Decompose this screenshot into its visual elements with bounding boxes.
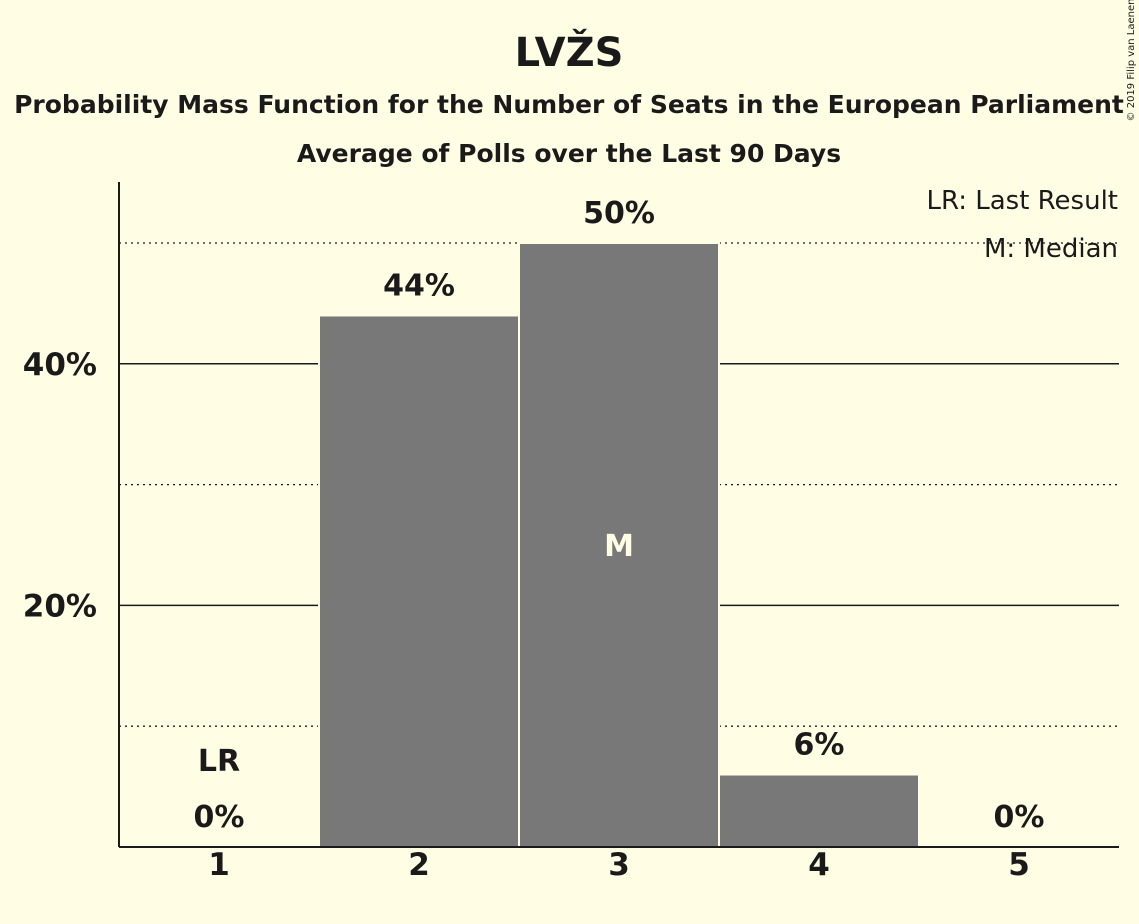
axes: 20% 40% 1 2 3 4 5 [23, 182, 1119, 883]
chart-title: LVŽS [515, 28, 624, 76]
y-tick-label: 20% [23, 588, 97, 624]
legend-last-result: LR: Last Result [926, 186, 1118, 216]
median-marker: M [604, 529, 634, 564]
copyright-notice: © 2019 Filip van Laenen [1126, 0, 1137, 121]
chart-subtitle-period: Average of Polls over the Last 90 Days [297, 139, 841, 168]
bar-value-label: 50% [583, 196, 655, 231]
legend-median: M: Median [984, 234, 1118, 264]
bar-value-label: 6% [794, 728, 845, 763]
bar [318, 314, 520, 849]
bar-value-label: 0% [994, 800, 1045, 835]
x-tick-label: 1 [208, 847, 230, 883]
bar [718, 773, 920, 849]
x-tick-label: 4 [808, 847, 830, 883]
x-tick-label: 3 [608, 847, 630, 883]
y-tick-label: 40% [23, 347, 97, 383]
bar [518, 242, 720, 848]
x-tick-label: 2 [408, 847, 430, 883]
bars [318, 242, 920, 849]
last-result-marker: LR [198, 744, 240, 779]
x-tick-label: 5 [1008, 847, 1030, 883]
bar-value-label: 0% [194, 800, 245, 835]
chart-subtitle: Probability Mass Function for the Number… [14, 90, 1124, 119]
bar-labels: 0% 44% 50% 6% 0% LR M [194, 196, 1045, 835]
bar-value-label: 44% [383, 268, 455, 303]
